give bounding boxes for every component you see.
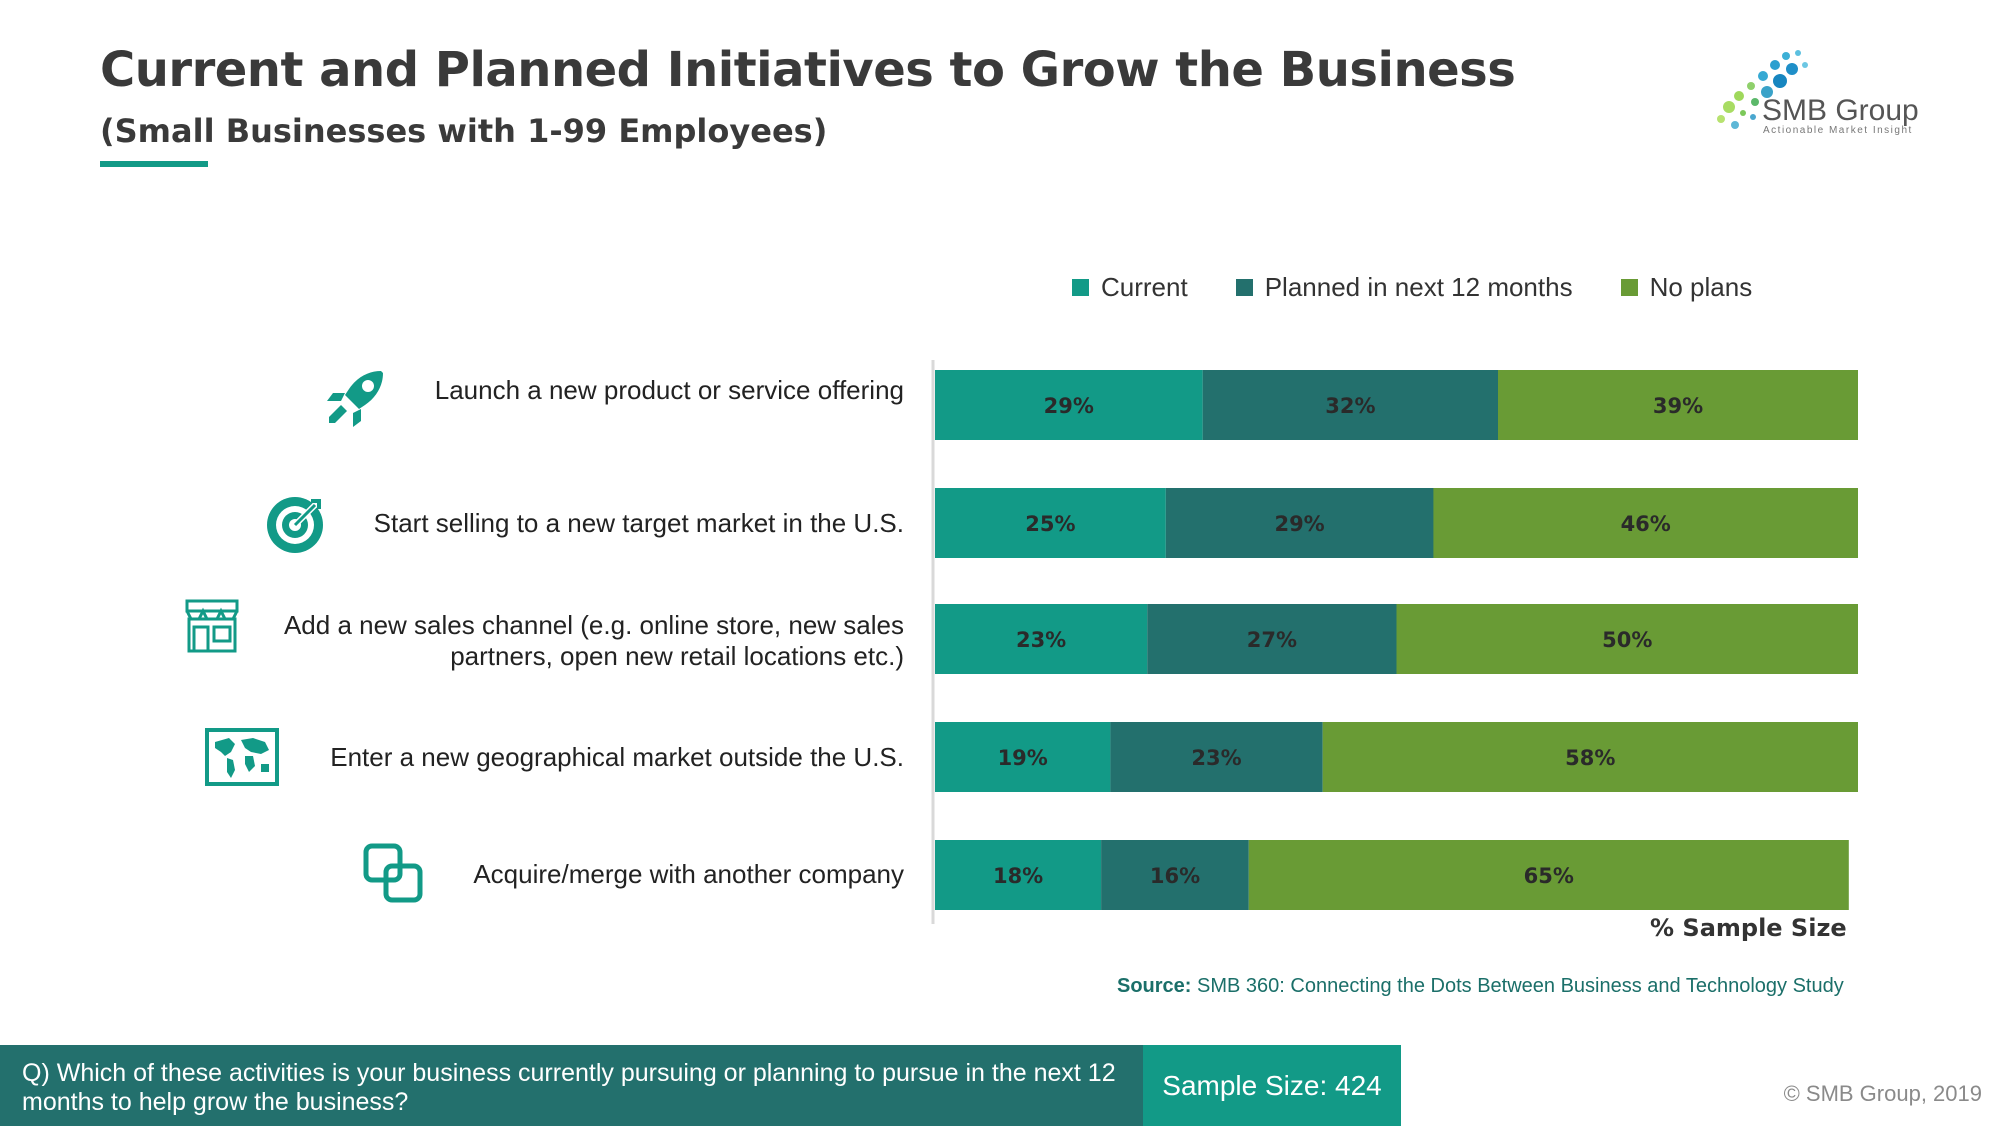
data-label-1-2: 32% (1325, 394, 1375, 418)
data-label-3-2: 27% (1247, 628, 1297, 652)
category-label-4: Enter a new geographical market outside … (330, 742, 904, 772)
page-subtitle: (Small Businesses with 1-99 Employees) (100, 112, 828, 150)
category-label-5: Acquire/merge with another company (473, 859, 904, 889)
question-banner: Q) Which of these activities is your bus… (0, 1045, 1143, 1126)
sample-size-banner: Sample Size: 424 (1143, 1045, 1401, 1126)
sample-size: Sample Size: 424 (1162, 1070, 1382, 1101)
legend-label-2: Planned in next 12 months (1264, 271, 1573, 302)
bar-segment-4-1 (935, 722, 1111, 792)
world-map-icon (205, 728, 279, 786)
smb-group-logo (1717, 50, 1808, 129)
bar-segment-4-2 (1110, 722, 1323, 792)
merge-icon (363, 843, 423, 903)
bar-segment-3-2 (1147, 604, 1397, 674)
data-label-4-1: 19% (998, 746, 1048, 770)
bar-segment-3-3 (1396, 604, 1858, 674)
bar-segment-5-3 (1248, 840, 1849, 910)
data-label-5-3: 65% (1524, 864, 1574, 888)
category-label-1: Launch a new product or service offering (434, 375, 904, 405)
data-label-1-3: 39% (1653, 394, 1703, 418)
data-label-4-2: 23% (1191, 746, 1241, 770)
bar-segment-1-3 (1498, 370, 1858, 440)
legend-item-1: Current (1072, 272, 1188, 303)
data-label-4-3: 58% (1565, 746, 1615, 770)
page-title: Current and Planned Initiatives to Grow … (100, 42, 1516, 98)
category-label-3: Add a new sales channel (e.g. online sto… (283, 610, 904, 671)
storefront-icon (185, 599, 239, 653)
logo-tagline: Actionable Market Insight (1763, 125, 1913, 136)
legend-swatch-2 (1235, 278, 1253, 296)
legend-item-2: Planned in next 12 months (1235, 271, 1573, 303)
title-underline (100, 161, 208, 167)
legend-swatch-1 (1072, 278, 1089, 296)
data-label-2-2: 29% (1274, 512, 1324, 536)
data-label-3-1: 23% (1016, 628, 1066, 652)
data-label-3-3: 50% (1602, 628, 1652, 652)
target-icon (267, 497, 323, 553)
chart-legend: Current Planned in next 12 months No plans (1072, 272, 1800, 302)
data-label-2-3: 46% (1621, 512, 1671, 536)
logo-name: SMB Group (1762, 94, 1919, 127)
source-label: Source: (1117, 975, 1192, 997)
category-label-2: Start selling to a new target market in … (373, 508, 904, 538)
rocket-icon (327, 371, 383, 427)
legend-swatch-3 (1620, 278, 1638, 296)
bar-segment-2-3 (1433, 488, 1858, 558)
legend-item-3: No plans (1620, 271, 1753, 303)
bar-segment-4-3 (1322, 722, 1858, 792)
x-axis-label: % Sample Size (1650, 914, 1847, 942)
bar-segment-2-2 (1165, 488, 1434, 558)
survey-question: Q) Which of these activities is your bus… (22, 1059, 1116, 1116)
bar-segment-2-1 (935, 488, 1166, 558)
data-label-2-1: 25% (1025, 512, 1075, 536)
bar-segment-3-1 (935, 604, 1148, 674)
bar-segment-5-2 (1101, 840, 1249, 910)
bar-segment-5-1 (935, 840, 1102, 910)
legend-label-1: Current (1101, 271, 1188, 302)
source-note: Source: SMB 360: Connecting the Dots Bet… (1117, 975, 1844, 998)
bar-segment-1-1 (935, 370, 1203, 440)
source-text: SMB 360: Connecting the Dots Between Bus… (1197, 975, 1844, 997)
copyright: © SMB Group, 2019 (1783, 1081, 1982, 1106)
bar-segment-1-2 (1202, 370, 1499, 440)
data-label-5-1: 18% (993, 864, 1043, 888)
legend-label-3: No plans (1649, 271, 1753, 302)
data-label-1-1: 29% (1044, 394, 1094, 418)
data-label-5-2: 16% (1150, 864, 1200, 888)
